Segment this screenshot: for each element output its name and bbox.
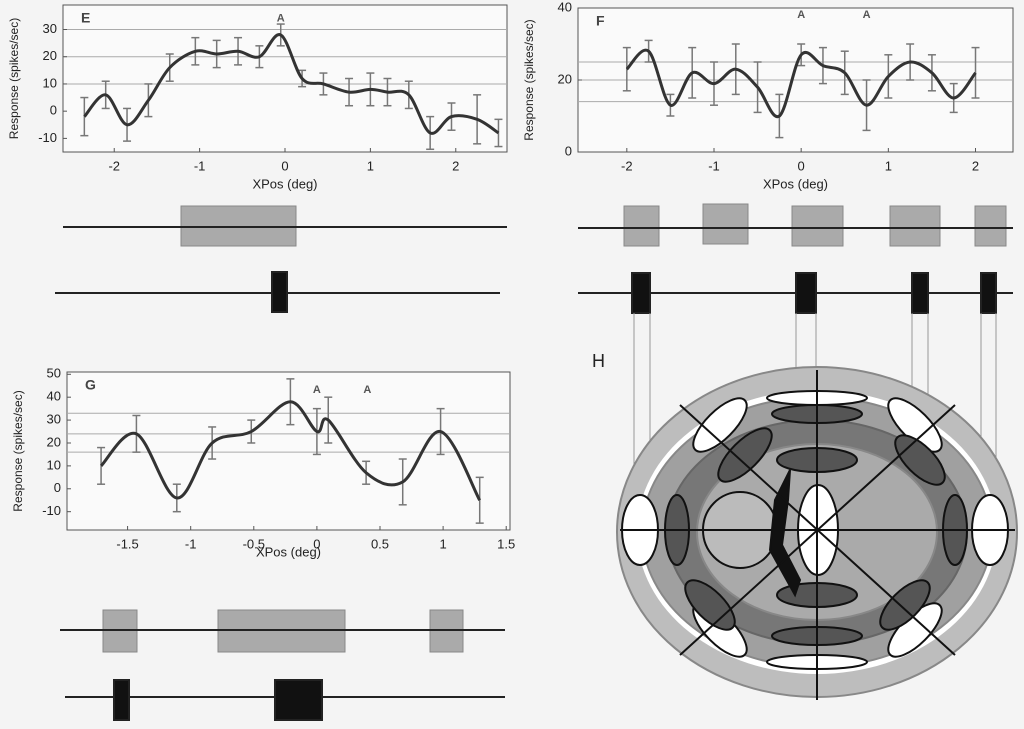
x-tick-label: 0 <box>798 158 805 173</box>
y-tick-label: 20 <box>43 48 57 63</box>
y-tick-label: -10 <box>38 130 57 145</box>
y-tick-label: 0 <box>54 480 61 495</box>
annotation: A <box>313 384 321 396</box>
plot-area <box>63 5 507 152</box>
figure: H -2-1012-100102030EXPos (deg)Response (… <box>0 0 1024 724</box>
x-tick-label: 1 <box>367 158 374 173</box>
x-axis-label: XPos (deg) <box>256 544 321 559</box>
y-axis-label: Response (spikes/sec) <box>7 18 21 139</box>
x-tick-label: 0 <box>281 158 288 173</box>
x-tick-label: -1 <box>708 158 720 173</box>
y-tick-label: 40 <box>558 0 572 14</box>
y-tick-label: 10 <box>43 75 57 90</box>
y-tick-label: 30 <box>47 412 61 427</box>
y-tick-label: -10 <box>42 503 61 518</box>
y-axis-label: Response (spikes/sec) <box>11 390 25 511</box>
x-tick-label: 2 <box>452 158 459 173</box>
x-tick-label: 1.5 <box>497 536 515 551</box>
annotation: A <box>277 13 285 25</box>
panel-title: E <box>81 10 90 26</box>
annotation: A <box>863 9 871 21</box>
diagram-label: H <box>592 351 605 371</box>
diagram-h <box>617 367 1017 700</box>
x-tick-label: -2 <box>108 158 120 173</box>
x-tick-label: 2 <box>972 158 979 173</box>
y-axis-label: Response (spikes/sec) <box>522 19 536 140</box>
y-tick-label: 20 <box>558 71 572 86</box>
y-tick-label: 10 <box>47 457 61 472</box>
x-tick-label: 1 <box>885 158 892 173</box>
annotation: A <box>797 9 805 21</box>
x-axis-label: XPos (deg) <box>763 176 828 191</box>
x-tick-label: -1 <box>185 536 197 551</box>
plot-area <box>67 372 510 530</box>
y-tick-label: 40 <box>47 389 61 404</box>
x-tick-label: -1 <box>194 158 206 173</box>
x-tick-label: 0.5 <box>371 536 389 551</box>
y-tick-label: 0 <box>50 103 57 118</box>
x-tick-label: 1 <box>439 536 446 551</box>
x-axis-label: XPos (deg) <box>252 176 317 191</box>
y-tick-label: 30 <box>43 21 57 36</box>
annotation: A <box>363 384 371 396</box>
y-tick-label: 50 <box>47 366 61 381</box>
panel-title: G <box>85 377 96 393</box>
panel-title: F <box>596 13 605 29</box>
x-tick-label: -1.5 <box>116 536 138 551</box>
y-tick-label: 20 <box>47 434 61 449</box>
y-tick-label: 0 <box>565 143 572 158</box>
x-tick-label: -2 <box>621 158 633 173</box>
